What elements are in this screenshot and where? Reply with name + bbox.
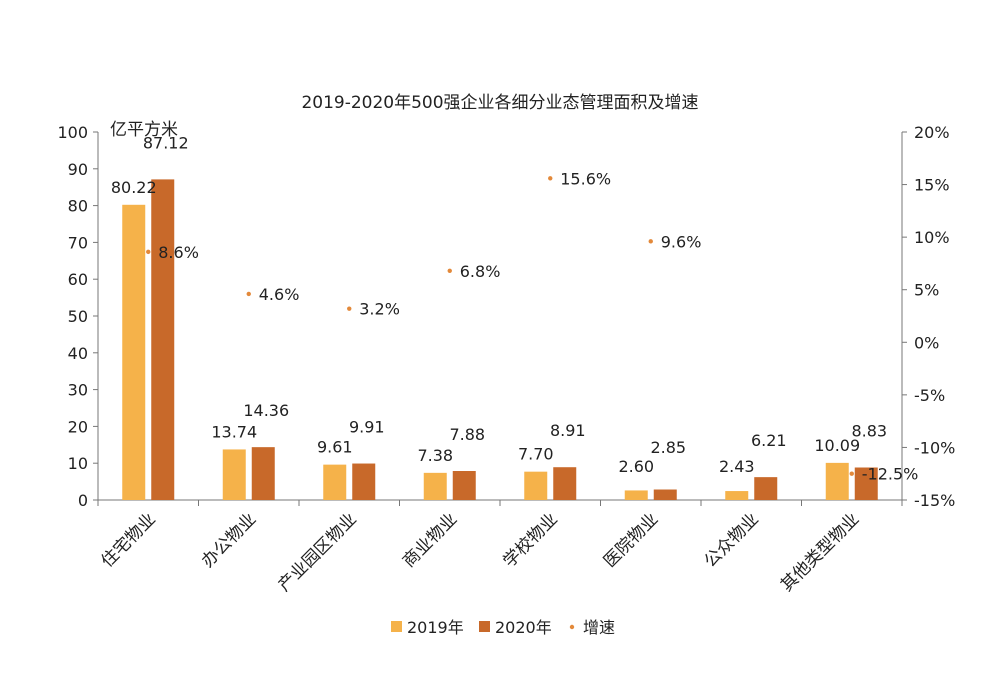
bar-2019 bbox=[122, 204, 146, 500]
y-right-tick-label: 5% bbox=[914, 281, 939, 300]
bar-2019-value-label: 2.43 bbox=[719, 457, 755, 476]
growth-point bbox=[548, 176, 553, 181]
x-category-label: 商业物业 bbox=[399, 509, 461, 571]
x-category-label: 其他类型物业 bbox=[777, 509, 863, 595]
y-right-tick-label: -10% bbox=[914, 438, 955, 457]
y-left-unit-label: 亿平方米 bbox=[110, 120, 178, 140]
chart-title: 2019-2020年500强企业各细分业态管理面积及增速 bbox=[301, 93, 698, 113]
y-left-tick-label: 50 bbox=[68, 307, 88, 326]
bar-2019 bbox=[725, 491, 749, 500]
y-right-tick-label: -15% bbox=[914, 491, 955, 510]
y-left-tick-label: 90 bbox=[68, 160, 88, 179]
bar-2020-value-label: 8.83 bbox=[851, 422, 887, 441]
y-left-tick-label: 20 bbox=[68, 417, 88, 436]
legend-swatch-2019 bbox=[391, 621, 402, 632]
x-category-label: 办公物业 bbox=[198, 509, 260, 571]
bar-2020-value-label: 9.91 bbox=[349, 418, 385, 437]
growth-point-label: 4.6% bbox=[259, 285, 300, 304]
legend-swatch-growth bbox=[569, 624, 575, 630]
legend-swatch-2020 bbox=[479, 621, 490, 632]
bar-2020 bbox=[151, 179, 175, 500]
growth-point bbox=[447, 268, 452, 273]
growth-point-label: 9.6% bbox=[661, 232, 702, 251]
growth-point-label: 6.8% bbox=[460, 262, 501, 281]
y-right-tick-label: -5% bbox=[914, 386, 945, 405]
y-left-tick-label: 10 bbox=[68, 454, 88, 473]
y-right-tick-label: 15% bbox=[914, 176, 950, 195]
growth-point-label: 3.2% bbox=[359, 300, 400, 319]
bar-2019-value-label: 7.70 bbox=[518, 445, 554, 464]
bar-2020 bbox=[553, 467, 577, 500]
y-left-tick-label: 30 bbox=[68, 381, 88, 400]
y-left-tick-label: 80 bbox=[68, 197, 88, 216]
y-right-tick-label: 10% bbox=[914, 228, 950, 247]
bar-2019-value-label: 2.60 bbox=[618, 457, 654, 476]
y-right-tick-label: 0% bbox=[914, 333, 939, 352]
x-category-label: 学校物业 bbox=[500, 509, 562, 571]
bar-2020 bbox=[653, 489, 677, 500]
y-left-tick-label: 60 bbox=[68, 270, 88, 289]
bar-2019-value-label: 10.09 bbox=[814, 436, 860, 455]
growth-points: 8.6% 4.6% 3.2% 6.8% 15.6% 9.6% -12.5% bbox=[146, 169, 919, 484]
bar-2019 bbox=[423, 472, 447, 500]
bars bbox=[122, 179, 878, 500]
bar-2020-value-label: 6.21 bbox=[751, 431, 787, 450]
growth-point bbox=[648, 239, 653, 244]
bar-2020 bbox=[854, 467, 878, 500]
bar-2019 bbox=[323, 464, 347, 500]
growth-point-label: -12.5% bbox=[862, 465, 919, 484]
bar-2019 bbox=[222, 449, 246, 500]
bar-2020-value-label: 7.88 bbox=[449, 425, 485, 444]
legend-label: 2020年 bbox=[495, 618, 552, 637]
bar-2020 bbox=[251, 447, 275, 500]
y-left-tick-label: 40 bbox=[68, 344, 88, 363]
growth-point bbox=[849, 471, 854, 476]
x-category-label: 公众物业 bbox=[701, 509, 763, 571]
bar-2020 bbox=[452, 471, 476, 500]
bar-2019 bbox=[524, 471, 548, 500]
bar-2020-value-label: 87.12 bbox=[143, 133, 189, 152]
bar-2019-value-label: 13.74 bbox=[211, 422, 257, 441]
bar-2020-value-label: 8.91 bbox=[550, 421, 586, 440]
x-ticks bbox=[97, 500, 903, 506]
growth-point-label: 8.6% bbox=[158, 243, 199, 262]
growth-point bbox=[246, 291, 251, 297]
bar-2019-value-label: 7.38 bbox=[417, 446, 453, 465]
bar-2020-value-label: 14.36 bbox=[243, 401, 289, 420]
bar-2019 bbox=[624, 490, 648, 500]
bar-2019-value-label: 9.61 bbox=[317, 438, 353, 457]
y-right-ticks: -15% -10% -5% 0% 5% 10% 15% 20% bbox=[902, 123, 955, 510]
bar-2019 bbox=[825, 462, 849, 500]
growth-point bbox=[146, 249, 151, 255]
legend-label: 增速 bbox=[583, 618, 615, 637]
y-left-ticks: 0 10 20 30 40 50 60 70 80 90 100 bbox=[57, 123, 98, 510]
y-left-tick-label: 70 bbox=[68, 233, 88, 252]
bar-2019-value-label: 80.22 bbox=[111, 178, 157, 197]
x-category-label: 住宅物业 bbox=[98, 509, 160, 571]
bar-labels: 80.22 87.12 13.74 14.36 9.619.91 7.38 7.88 7.70… bbox=[111, 133, 887, 476]
y-right-tick-label: 20% bbox=[914, 123, 950, 142]
x-labels: 住宅物业 办公物业 产业园区物业 商业物业 学校物业 医院物业 公众物业 其他类型物业 bbox=[98, 509, 864, 595]
bar-2020 bbox=[754, 477, 778, 500]
growth-point bbox=[347, 306, 352, 311]
legend: 2019年 2020年 增速 bbox=[391, 618, 615, 637]
x-category-label: 产业园区物业 bbox=[275, 509, 361, 595]
legend-label: 2019年 bbox=[407, 618, 464, 637]
y-left-tick-label: 100 bbox=[57, 123, 88, 142]
growth-point-label: 15.6% bbox=[560, 169, 611, 188]
y-left-tick-label: 0 bbox=[78, 491, 88, 510]
bar-2020 bbox=[352, 463, 376, 500]
bar-2020-value-label: 2.85 bbox=[650, 438, 686, 457]
x-category-label: 医院物业 bbox=[600, 509, 662, 571]
